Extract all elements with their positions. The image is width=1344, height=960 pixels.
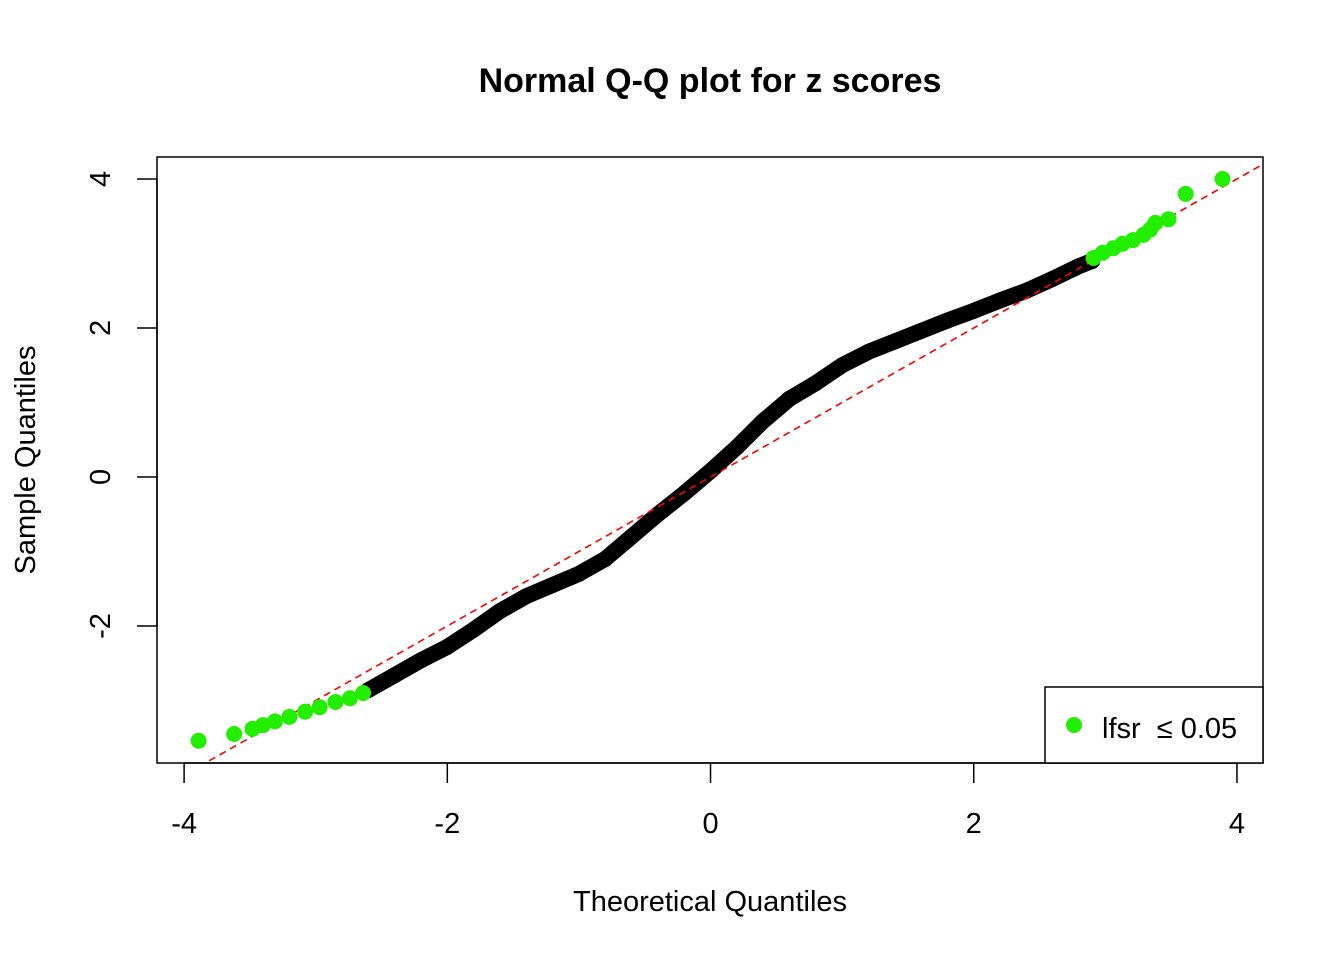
data-point [1044, 270, 1061, 287]
legend: lfsr ≤ 0.05 [1044, 686, 1264, 764]
significant-point [1177, 185, 1194, 202]
data-point [728, 439, 745, 456]
data-point [965, 302, 982, 319]
data-point [939, 312, 956, 329]
significant-point [341, 690, 358, 707]
significant-point [1214, 170, 1231, 187]
x-tick-label: 2 [966, 808, 982, 840]
x-tick-label: 0 [702, 808, 718, 840]
significant-point [355, 685, 372, 702]
data-point [465, 621, 482, 638]
x-tick-label: -4 [171, 808, 197, 840]
significant-point [190, 732, 207, 749]
data-point [781, 390, 798, 407]
y-axis-label: Sample Quantiles [10, 346, 42, 575]
significant-point [226, 726, 243, 743]
data-point [913, 322, 930, 339]
y-tick-label: -2 [85, 613, 117, 639]
data-point [886, 333, 903, 350]
data-point [518, 588, 535, 605]
significant-point [327, 693, 344, 710]
data-point [992, 292, 1009, 309]
data-point [676, 485, 693, 502]
y-tick-label: 2 [85, 320, 117, 336]
significant-point [1147, 214, 1164, 231]
data-point [834, 357, 851, 374]
x-tick-label: 4 [1229, 808, 1245, 840]
significant-point [311, 699, 328, 716]
data-point [623, 528, 640, 545]
data-point [544, 577, 561, 594]
plot-frame [156, 156, 1264, 764]
data-point [1018, 282, 1035, 299]
data-point [491, 603, 508, 620]
legend-marker [1066, 717, 1082, 733]
significant-point [297, 703, 314, 720]
data-point [807, 375, 824, 392]
chart-title: Normal Q-Q plot for z scores [479, 62, 942, 100]
significant-point [281, 708, 298, 725]
y-tick-label: 0 [85, 469, 117, 485]
data-point [597, 550, 614, 567]
data-point [860, 343, 877, 360]
x-axis-label: Theoretical Quantiles [573, 886, 847, 918]
data-point [439, 638, 456, 655]
legend-label: lfsr ≤ 0.05 [1102, 713, 1237, 745]
significant-point [266, 713, 283, 730]
data-point [649, 506, 666, 523]
data-point [386, 667, 403, 684]
data-point [570, 565, 587, 582]
x-tick-label: -2 [434, 808, 460, 840]
data-point [1071, 258, 1088, 275]
significant-point [1160, 211, 1177, 228]
y-tick-label: 4 [85, 171, 117, 187]
data-point [412, 652, 429, 669]
qq-reference-line [203, 163, 1263, 763]
data-point [755, 413, 772, 430]
